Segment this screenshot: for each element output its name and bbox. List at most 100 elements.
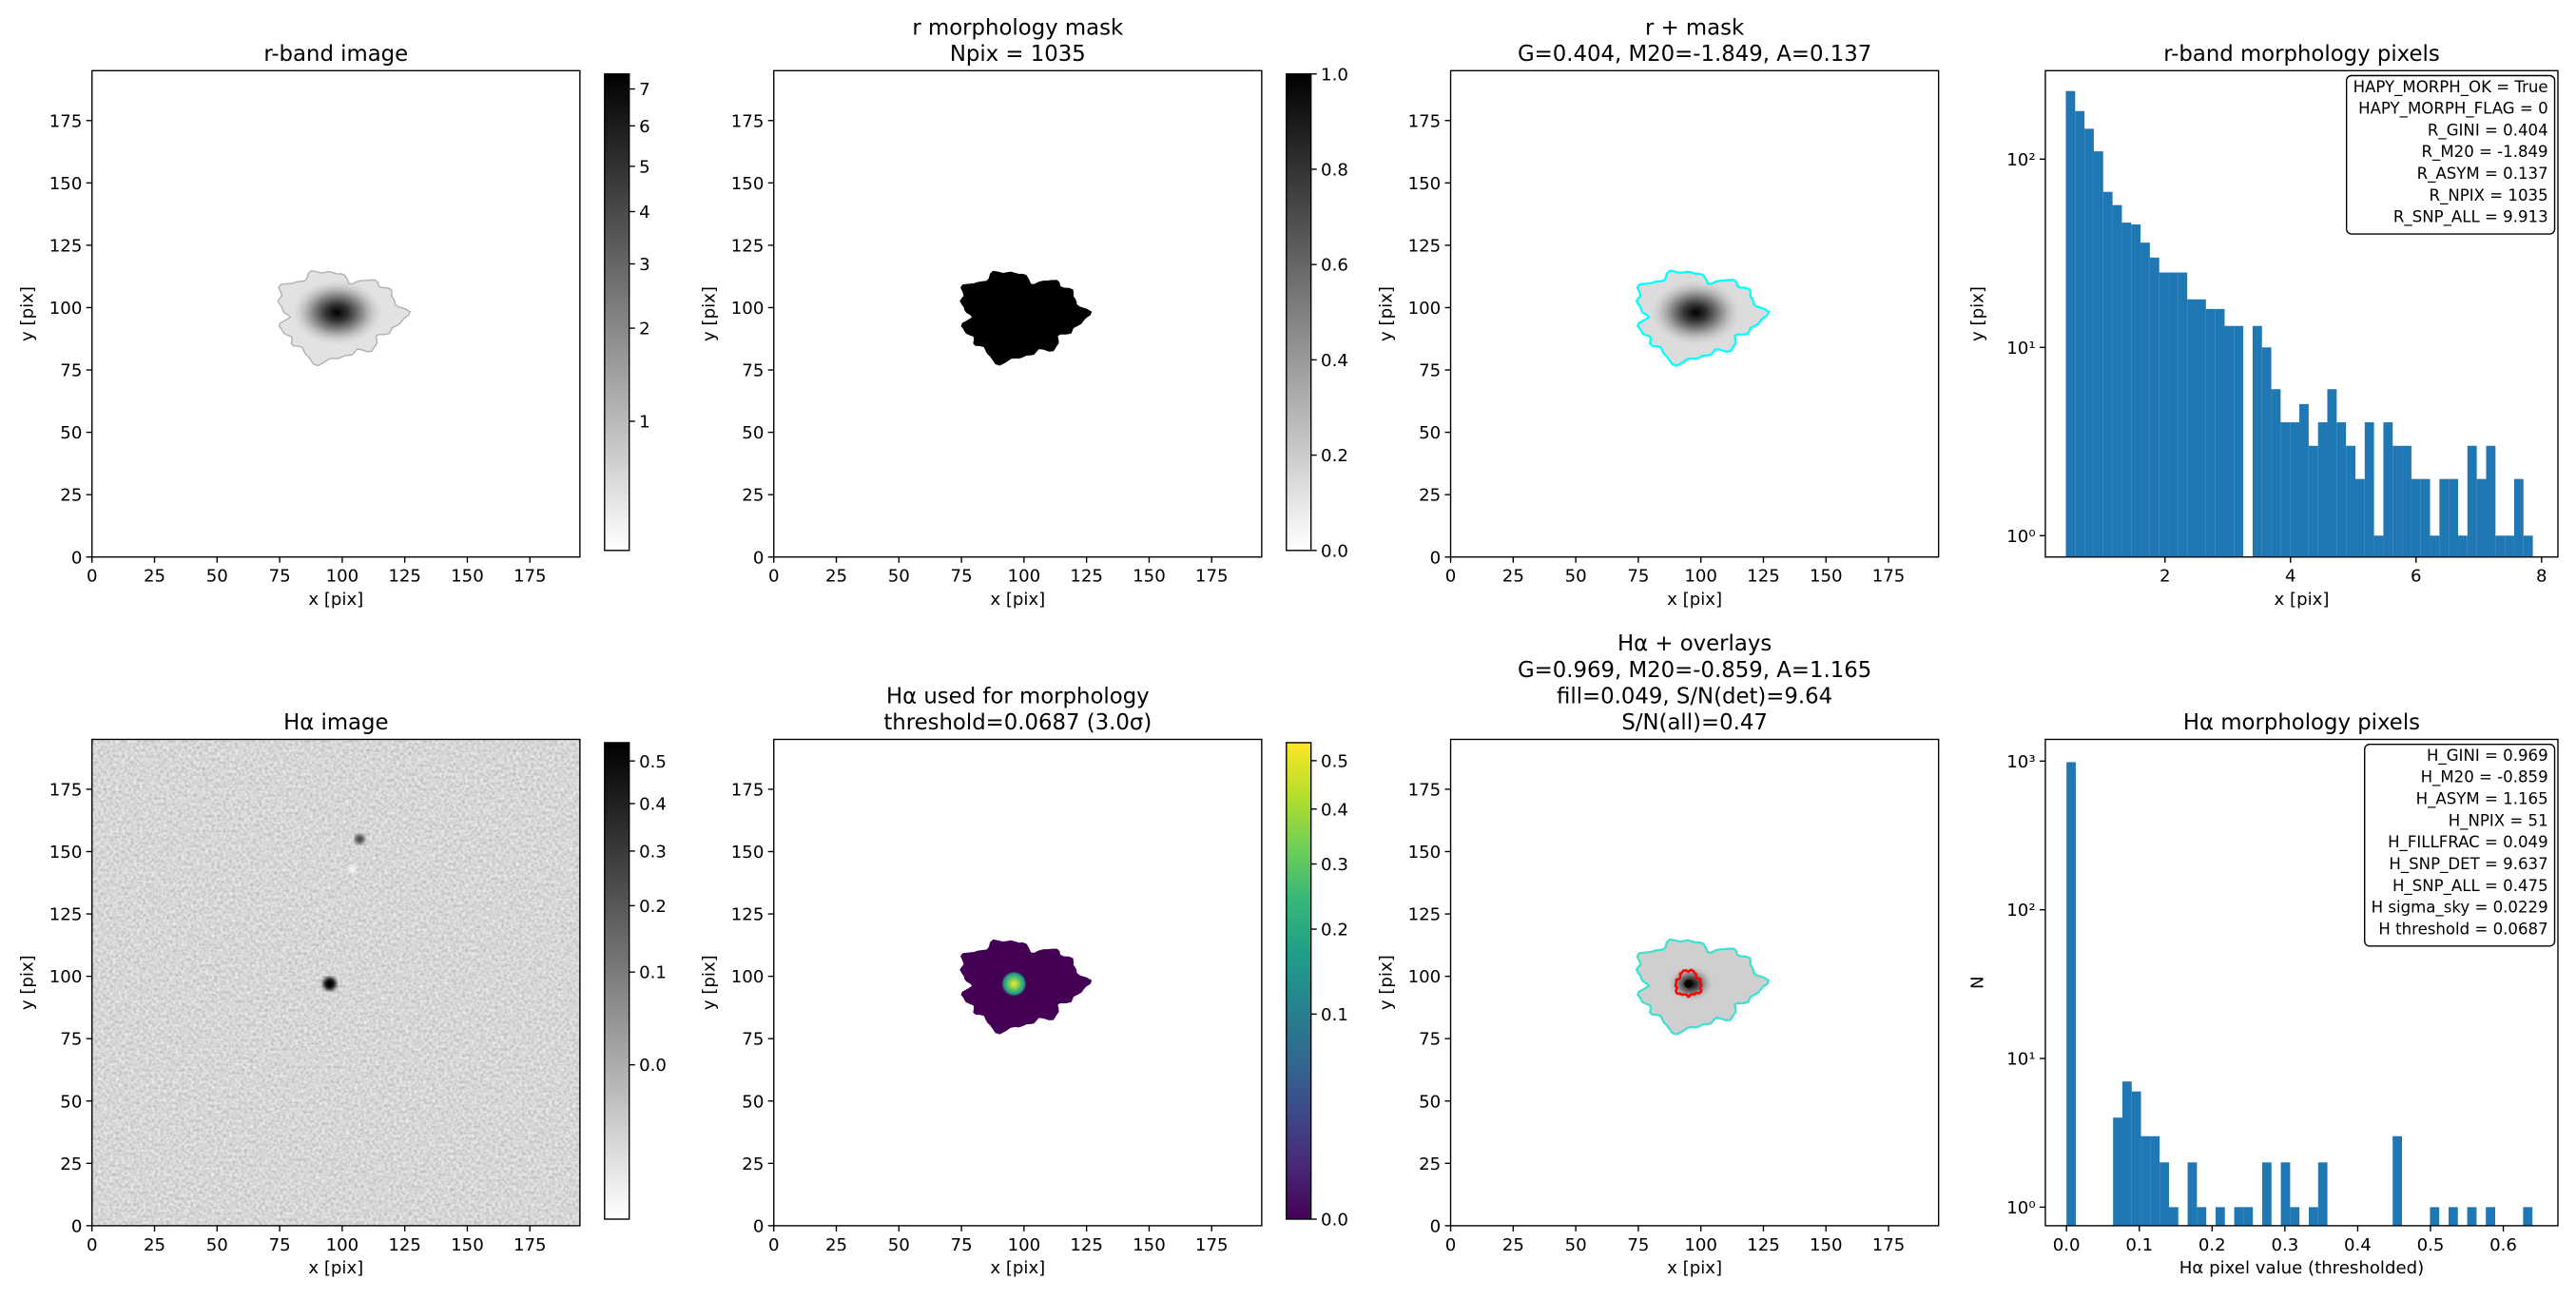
x-tick-label: 25 xyxy=(1502,567,1524,587)
x-tick-label: 125 xyxy=(1070,567,1103,587)
bar xyxy=(2308,445,2318,557)
x-tick-label: 150 xyxy=(1133,1235,1166,1255)
axes-frame xyxy=(91,738,581,1227)
annotation-text: H_FILLFRAC = 0.049 xyxy=(2388,833,2548,852)
y-tick-label: 25 xyxy=(1419,1154,1441,1174)
y-tick-label: 25 xyxy=(60,1154,82,1174)
y-tick-label: 150 xyxy=(1408,174,1442,194)
bar xyxy=(2131,223,2141,557)
bar xyxy=(2308,1207,2318,1226)
bar xyxy=(2065,90,2076,557)
bar xyxy=(2486,445,2496,557)
y-tick-label: 10⁰ xyxy=(2006,1198,2035,1218)
y-tick-label: 150 xyxy=(1408,843,1442,863)
bar xyxy=(2215,1207,2225,1226)
bar xyxy=(2150,1135,2160,1226)
axes-frame xyxy=(773,69,1263,558)
x-axis-label: Hα pixel value (thresholded) xyxy=(2179,1258,2424,1278)
x-axis-label: x [pix] xyxy=(1667,1258,1722,1278)
x-tick-label: 0.1 xyxy=(2125,1235,2153,1255)
panel-title: Npix = 1035 xyxy=(950,42,1086,67)
y-tick-label: 25 xyxy=(60,486,82,506)
bar xyxy=(2430,1207,2440,1226)
colorbar-tick-label: 0.3 xyxy=(1321,855,1348,875)
colorbar-tick-label: 0.5 xyxy=(639,752,667,772)
x-tick-label: 0 xyxy=(1445,567,1457,587)
y-tick-label: 50 xyxy=(742,423,764,443)
x-tick-label: 50 xyxy=(1565,567,1587,587)
annotation-text: H_SNP_ALL = 0.475 xyxy=(2392,877,2548,896)
colorbar xyxy=(604,742,630,1220)
bar xyxy=(2121,223,2132,557)
bar xyxy=(2392,1135,2402,1226)
x-axis-label: x [pix] xyxy=(1667,590,1722,610)
y-tick-label: 100 xyxy=(731,967,765,987)
bar xyxy=(2354,478,2365,557)
y-tick-label: 75 xyxy=(1419,1030,1441,1050)
annotation-text: R_M20 = -1.849 xyxy=(2422,143,2548,162)
image xyxy=(1635,938,1771,1036)
y-tick-label: 0 xyxy=(753,548,765,568)
bar xyxy=(2467,1207,2477,1226)
bar xyxy=(2243,1207,2254,1226)
panel-title: r-band image xyxy=(263,42,408,67)
x-tick-label: 25 xyxy=(825,1235,847,1255)
image xyxy=(277,270,412,367)
colorbar-tick-label: 0.0 xyxy=(639,1056,667,1076)
x-tick-label: 0.0 xyxy=(2053,1235,2081,1255)
bar xyxy=(2495,535,2506,557)
bar xyxy=(2439,478,2450,557)
y-tick-label: 175 xyxy=(1408,111,1442,131)
y-tick-label: 25 xyxy=(1419,486,1441,506)
bar xyxy=(2187,1162,2198,1226)
x-tick-label: 175 xyxy=(513,567,547,587)
annotation-text: R_SNP_ALL = 9.913 xyxy=(2393,208,2548,227)
x-tick-label: 175 xyxy=(1195,1235,1229,1255)
y-axis-label: y [pix] xyxy=(700,955,720,1010)
bar xyxy=(2224,325,2235,557)
y-tick-label: 10¹ xyxy=(2006,1050,2035,1070)
bar xyxy=(2121,1081,2132,1226)
colorbar-tick-label: 0.1 xyxy=(1321,1005,1348,1025)
bar xyxy=(2523,1207,2533,1226)
bar xyxy=(2215,308,2225,557)
y-tick-label: 150 xyxy=(49,843,83,863)
annotation-text: H_M20 = -0.859 xyxy=(2421,768,2548,787)
bar xyxy=(2486,1207,2495,1226)
bar xyxy=(2280,1162,2291,1226)
y-tick-label: 50 xyxy=(60,423,82,443)
y-axis-label: N xyxy=(1967,976,1987,989)
bar xyxy=(2196,299,2206,557)
x-tick-label: 2 xyxy=(2160,567,2171,587)
bar xyxy=(2373,535,2384,557)
y-tick-label: 125 xyxy=(49,236,83,256)
galaxy-core xyxy=(1651,280,1741,345)
panel-title: r + mask xyxy=(1645,15,1745,40)
artifact xyxy=(348,865,357,873)
bar xyxy=(2075,110,2085,557)
panel-title: Hα morphology pixels xyxy=(2183,710,2420,735)
x-tick-label: 25 xyxy=(144,1235,165,1255)
bar xyxy=(2252,325,2262,557)
x-tick-label: 150 xyxy=(1810,1235,1843,1255)
colorbar-tick-label: 0.0 xyxy=(1321,1211,1348,1231)
y-tick-label: 75 xyxy=(60,1030,82,1050)
y-axis-label: y [pix] xyxy=(1376,286,1396,341)
y-tick-label: 25 xyxy=(742,1154,764,1174)
bar xyxy=(2131,1091,2141,1226)
panel-title: Hα + overlays xyxy=(1617,631,1772,656)
axes-frame xyxy=(91,69,581,558)
annotation-text: H_SNP_DET = 9.637 xyxy=(2389,855,2547,874)
bar xyxy=(2084,128,2094,557)
colorbar-tick-label: 0.2 xyxy=(639,897,667,917)
colorbar-tick-label: 0.4 xyxy=(1321,351,1348,371)
x-tick-label: 150 xyxy=(1810,567,1843,587)
colorbar-tick-label: 7 xyxy=(639,80,650,100)
x-tick-label: 100 xyxy=(1008,567,1041,587)
x-tick-label: 25 xyxy=(144,567,165,587)
y-tick-label: 125 xyxy=(49,905,83,925)
galaxy-core xyxy=(292,280,382,345)
image xyxy=(91,739,580,1226)
bar xyxy=(2140,1135,2151,1226)
